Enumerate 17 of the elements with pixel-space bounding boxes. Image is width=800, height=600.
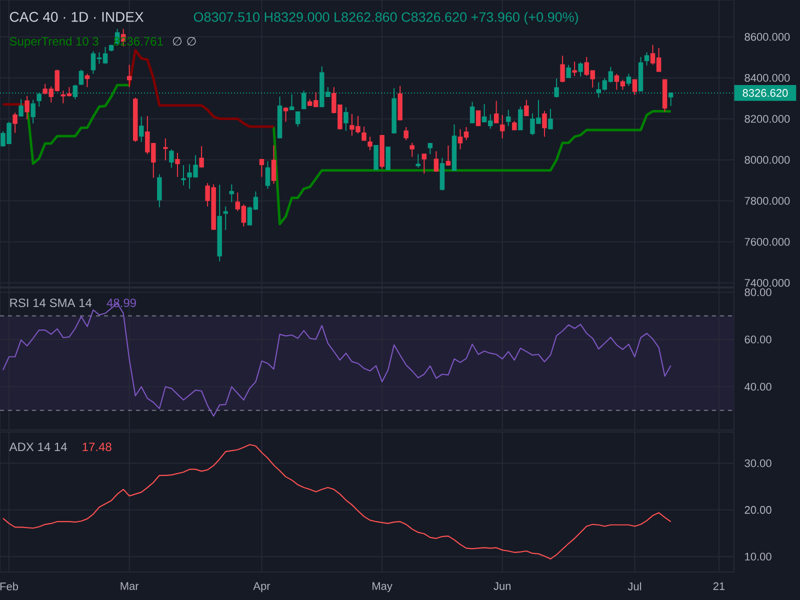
x-tick-label: Mar — [120, 582, 139, 590]
x-tick-label: Apr — [253, 582, 270, 592]
series-label: RSI 14 SMA 14 — [10, 298, 92, 308]
y-tick-label: 20.00 — [744, 506, 772, 514]
x-tick-label: Feb — [0, 582, 18, 590]
x-tick-label: Jun — [494, 582, 511, 590]
y-tick-label: 10.00 — [745, 552, 772, 560]
y-tick-label: 60.00 — [744, 336, 772, 344]
text: ADX 14 14 — [9, 442, 67, 451]
y-tick-label: 80.00 — [744, 288, 772, 296]
x-tick-label: May — [372, 582, 392, 592]
annotation: 48.99 — [106, 298, 136, 308]
y-tick-label: 30.00 — [744, 459, 772, 468]
x-tick-label: Jul — [628, 582, 642, 590]
annotation: 17.48 — [82, 442, 112, 452]
x-tick-label: 21 — [713, 582, 725, 590]
y-tick-label: 40.00 — [744, 382, 772, 391]
